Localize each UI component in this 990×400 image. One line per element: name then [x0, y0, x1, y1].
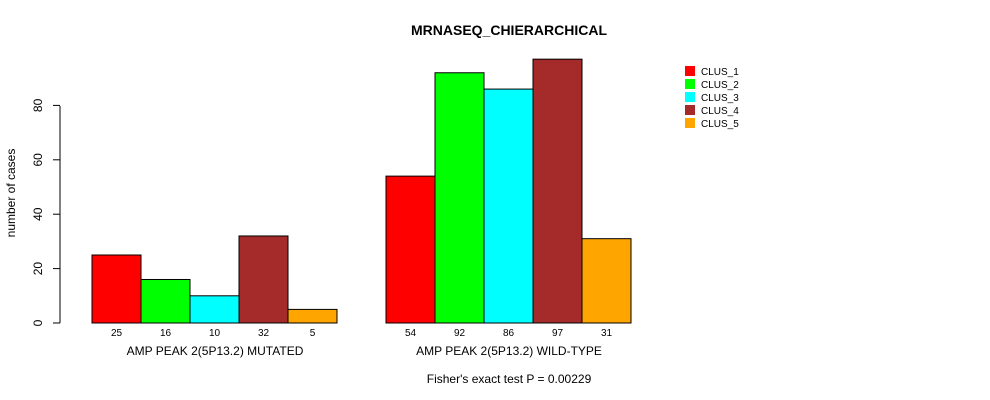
bar-clus-4-group-2: [532, 58, 583, 324]
bars: [91, 58, 632, 324]
bar-count-label: 5: [310, 328, 316, 339]
y-tick-label: 60: [31, 153, 45, 167]
legend-swatch-clus-2: [685, 79, 695, 89]
bar-clus-2-group-1: [140, 278, 191, 324]
bar-count-label: 10: [209, 328, 221, 339]
group-label-wild-type: AMP PEAK 2(5P13.2) WILD-TYPE: [416, 344, 602, 358]
group-label-mutated: AMP PEAK 2(5P13.2) MUTATED: [127, 344, 304, 358]
bar-count-label: 32: [258, 328, 270, 339]
bar-count-label: 16: [160, 328, 172, 339]
bar-count-label: 86: [503, 328, 515, 339]
legend-swatch-clus-1: [685, 66, 695, 76]
bar-clus-3-group-2: [483, 88, 534, 324]
legend-swatch-clus-3: [685, 92, 695, 102]
y-tick-label: 20: [31, 262, 45, 276]
bar-clus-3-group-1: [189, 295, 240, 324]
legend-label: CLUS_2: [701, 80, 739, 91]
legend-label: CLUS_5: [701, 119, 739, 130]
bar-count-label: 54: [405, 328, 417, 339]
bar-clus-2-group-2: [434, 72, 485, 324]
bar-count-label: 92: [454, 328, 466, 339]
bar-count-label: 97: [552, 328, 564, 339]
chart-title: MRNASEQ_CHIERARCHICAL: [411, 22, 607, 38]
fisher-test-footnote: Fisher's exact test P = 0.00229: [427, 372, 592, 386]
legend-label: CLUS_4: [701, 106, 739, 117]
y-axis-label: number of cases: [4, 149, 18, 238]
bar-clus-4-group-1: [238, 235, 289, 324]
y-tick-label: 40: [31, 207, 45, 221]
legend-label: CLUS_3: [701, 93, 739, 104]
legend-swatch-clus-5: [685, 118, 695, 128]
bar-count-labels: 25 16 10 32 5 54 92 86 97 31: [111, 328, 613, 339]
y-axis: 0 20 40 60 80: [31, 98, 61, 326]
y-ticks: 0 20 40 60 80: [31, 98, 60, 326]
bar-count-label: 31: [601, 328, 613, 339]
bar-clus-1-group-1: [91, 254, 142, 324]
bar-clus-1-group-2: [385, 175, 436, 324]
bar-clus-5-group-2: [581, 238, 632, 324]
bar-clus-5-group-1: [287, 308, 338, 324]
y-tick-label: 0: [31, 319, 45, 326]
legend-label: CLUS_1: [701, 67, 739, 78]
y-tick-label: 80: [31, 98, 45, 112]
bar-count-label: 25: [111, 328, 123, 339]
legend-swatch-clus-4: [685, 105, 695, 115]
legend: CLUS_1 CLUS_2 CLUS_3 CLUS_4 CLUS_5: [685, 66, 739, 130]
